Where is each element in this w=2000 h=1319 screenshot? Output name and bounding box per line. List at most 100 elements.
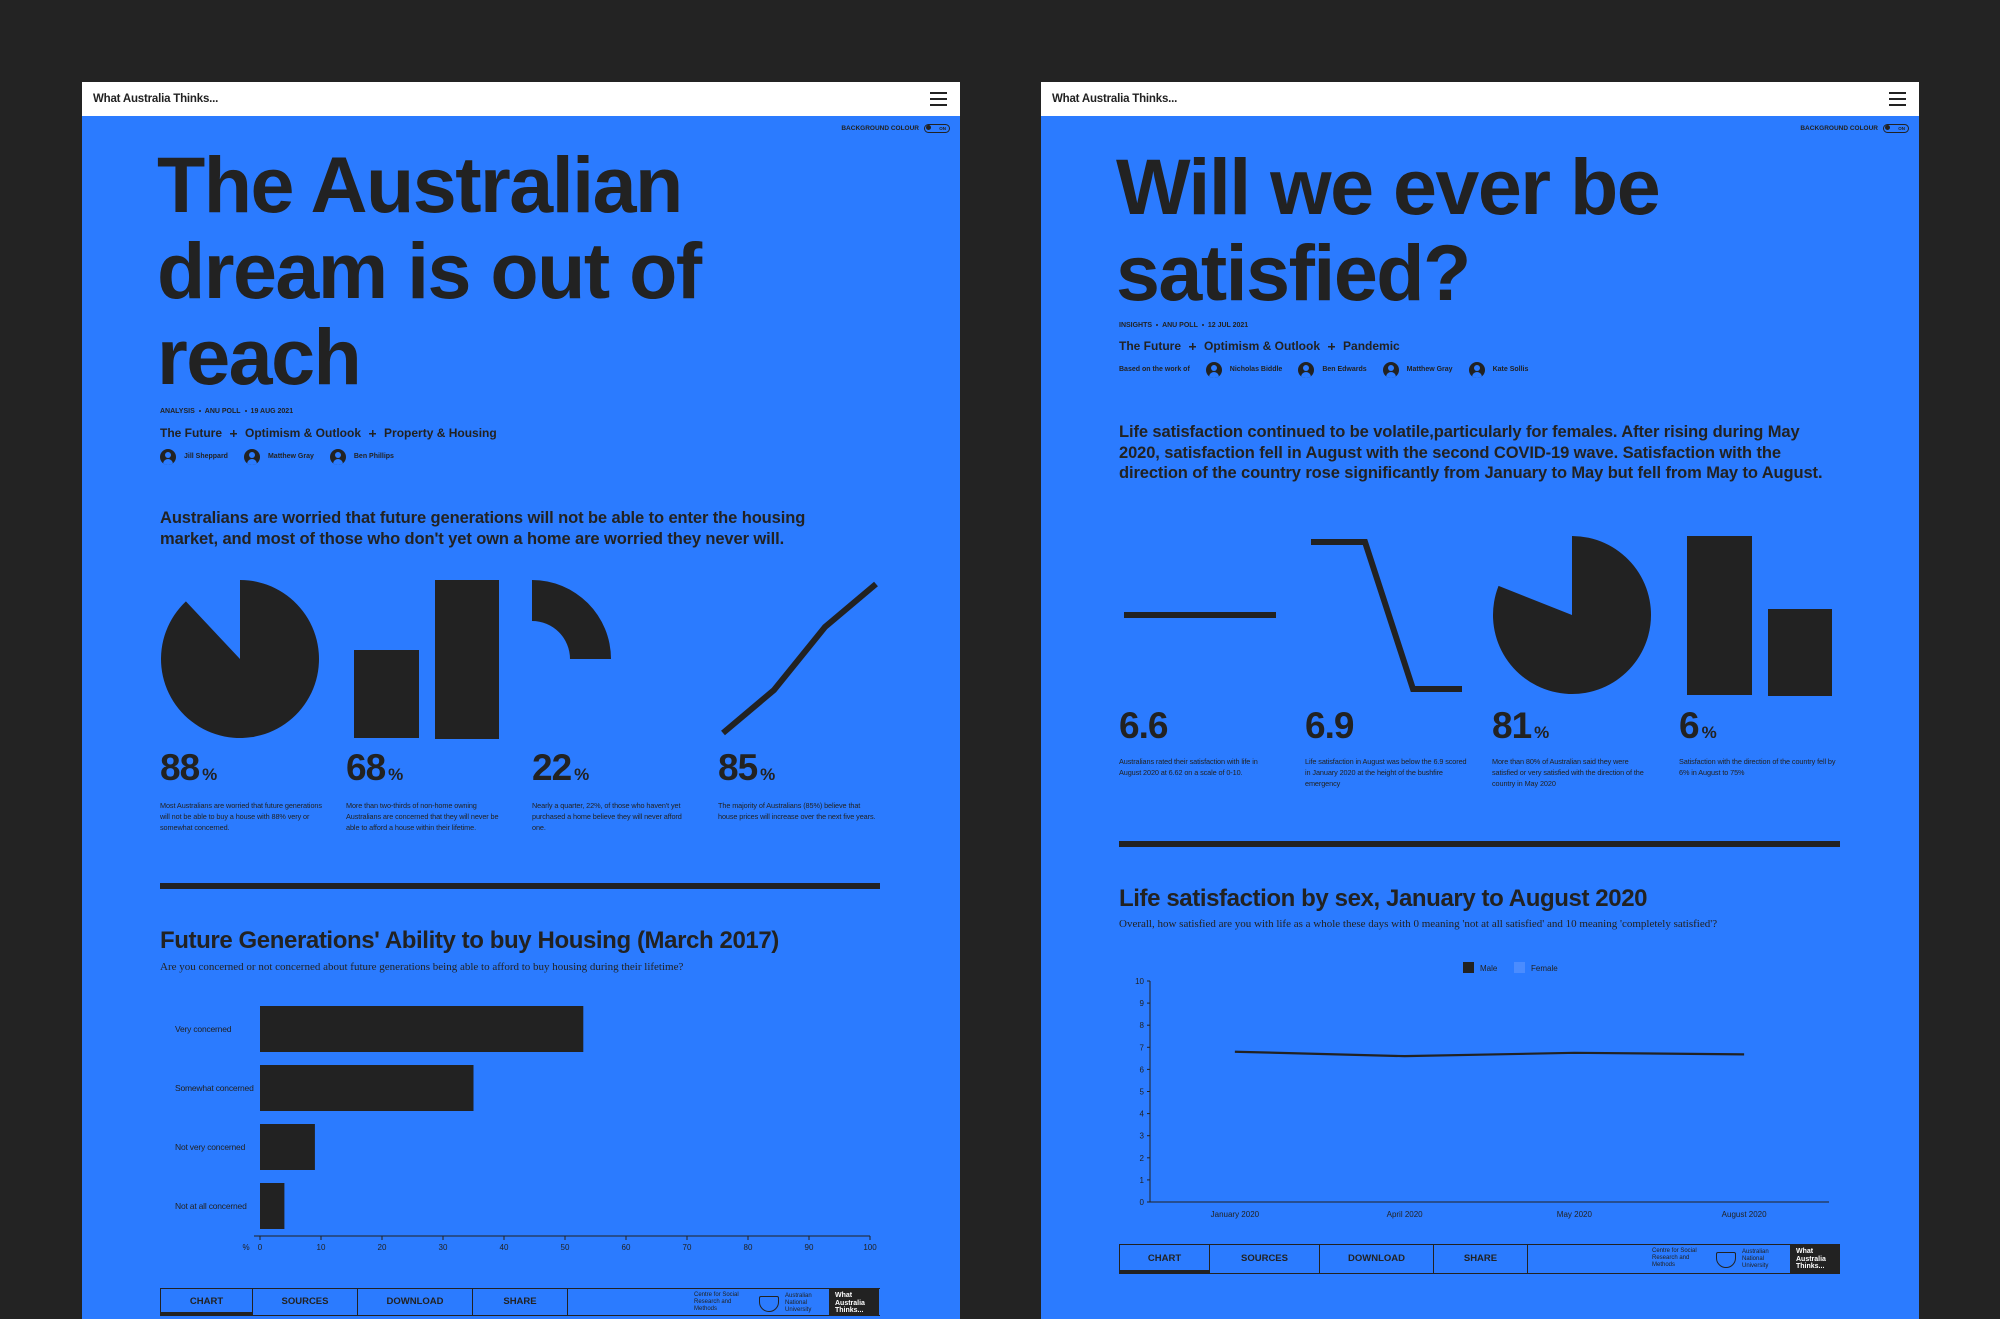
menu-icon-bar [1889, 104, 1906, 106]
tab[interactable]: DOWNLOAD [358, 1289, 473, 1315]
menu-button[interactable] [1889, 92, 1906, 106]
section-rule [1119, 841, 1840, 847]
stat-value: 68 [346, 747, 386, 788]
tag-link[interactable]: Optimism & Outlook [1204, 339, 1321, 353]
tab[interactable]: SHARE [1434, 1245, 1528, 1273]
stat-description: Most Australians are worried that future… [160, 801, 322, 832]
toggle-knob [926, 125, 931, 130]
anu-crest [1716, 1251, 1736, 1268]
logo-anu: Australian National University [759, 1293, 825, 1314]
author-avatar [1298, 362, 1315, 378]
tab[interactable]: SOURCES [1210, 1245, 1320, 1273]
tag-link[interactable]: Optimism & Outlook [245, 426, 362, 440]
avatar-body [163, 459, 173, 465]
stat-value: 22 [532, 747, 572, 788]
stat-unit: % [388, 765, 404, 784]
tag-list: The Future Optimism & Outlook Property & H… [160, 426, 497, 441]
site-name: What Australia Thinks... [1052, 93, 1178, 105]
tab[interactable]: SOURCES [253, 1289, 358, 1315]
tab[interactable]: DOWNLOAD [1320, 1245, 1434, 1273]
author: Matthew Gray [243, 449, 314, 465]
avatar-head [165, 452, 171, 458]
author-avatar [1382, 362, 1399, 378]
article-title: Will we ever be satisfied? [1116, 142, 1661, 317]
author: Ben Edwards [1298, 362, 1367, 378]
chart-subtitle: Are you concerned or not concerned about… [160, 961, 684, 973]
menu-icon-bar [1889, 92, 1906, 94]
avatar-body [332, 459, 343, 465]
toggle-label: BACKGROUND COLOUR [841, 124, 919, 132]
meta-separator [198, 410, 201, 413]
author-name: Matthew Gray [267, 453, 314, 460]
stat-description: More than 80% of Australian said they we… [1492, 757, 1644, 788]
tag-separator [369, 430, 377, 437]
tag-link[interactable]: Pandemic [1343, 339, 1400, 353]
author-avatar [1468, 362, 1485, 378]
stat-unit: % [574, 765, 590, 784]
anu-name: Australian National University [785, 1293, 812, 1313]
tag-link[interactable]: Property & Housing [384, 426, 497, 440]
logo-wat: What Australia Thinks... [829, 1288, 879, 1316]
stat-description: The majority of Australians (85%) believ… [718, 801, 876, 821]
tab[interactable]: CHART [1119, 1245, 1210, 1273]
stat-description: Nearly a quarter, 22%, of those who have… [532, 801, 682, 832]
meta-item: 12 JUL 2021 [1207, 322, 1249, 329]
author: Kate Sollis [1468, 362, 1529, 378]
toggle-switch: ON [1883, 123, 1909, 133]
background-toggle[interactable]: BACKGROUND COLOUR ON [732, 122, 950, 134]
stat-figure: 81% [1492, 704, 1549, 755]
tag-link[interactable]: The Future [1119, 339, 1181, 353]
toggle-switch: ON [924, 123, 950, 133]
anu-name: Australian National University [1742, 1249, 1769, 1269]
avatar-body [1301, 372, 1312, 378]
menu-icon-bar [1889, 98, 1906, 100]
author-name: Nicholas Biddle [1229, 366, 1283, 373]
author-name: Ben Phillips [353, 453, 394, 460]
stat-description: Satisfaction with the direction of the c… [1679, 757, 1836, 777]
menu-button[interactable] [930, 92, 947, 106]
author-name: Jill Sheppard [184, 453, 228, 460]
panel [1041, 82, 1919, 1319]
tag-link[interactable]: The Future [160, 426, 222, 440]
stat-description: More than two-thirds of non-home owning … [346, 801, 499, 832]
article-meta: ANALYSIS ANU POLL 19 AUG 2021 [160, 407, 293, 417]
menu-icon-bar [930, 92, 947, 94]
stat-value: 88 [160, 747, 200, 788]
tag-separator [1189, 343, 1196, 350]
author-avatar [1205, 362, 1222, 378]
meta-item: ANU POLL [204, 408, 241, 415]
section-rule [160, 883, 880, 889]
stat-value: 6 [1679, 705, 1700, 746]
background-toggle[interactable]: BACKGROUND COLOUR ON [1691, 122, 1909, 134]
stat-unit: % [1701, 723, 1717, 742]
meta-item: ANU POLL [1162, 322, 1198, 329]
stat-figure: 88% [160, 746, 217, 797]
chart-subtitle: Overall, how satisfied are you with life… [1119, 918, 1718, 930]
tag-separator [230, 430, 237, 437]
stat-figure: 6% [1679, 704, 1717, 755]
lead-text: Life satisfaction continued to be volati… [1119, 423, 1823, 482]
tag-separator [1328, 343, 1336, 350]
stat-figure: 6.6 [1119, 704, 1168, 748]
anu-crest [759, 1295, 779, 1312]
avatar-head [1473, 365, 1480, 371]
article-title: The Australian dream is out of reach [157, 140, 702, 401]
author-name: Matthew Gray [1406, 366, 1453, 373]
lead-text: Australians are worried that future gene… [160, 509, 806, 548]
avatar-head [248, 452, 255, 458]
tab[interactable]: CHART [160, 1289, 253, 1315]
chart-title: Future Generations' Ability to buy Housi… [160, 927, 779, 954]
stat-unit: % [202, 765, 218, 784]
avatar-body [1471, 372, 1482, 378]
avatar-head [334, 452, 341, 458]
meta-separator [1201, 324, 1204, 327]
author-name: Kate Sollis [1492, 366, 1529, 373]
menu-icon-bar [930, 104, 947, 106]
site-name: What Australia Thinks... [93, 93, 219, 105]
tab[interactable]: SHARE [473, 1289, 568, 1315]
stat-description: Australians rated their satisfaction wit… [1119, 757, 1258, 777]
author: Ben Phillips [329, 449, 394, 465]
avatar-head [1303, 365, 1310, 371]
logo-csrm: Centre for Social Research and Methods [694, 1292, 739, 1312]
